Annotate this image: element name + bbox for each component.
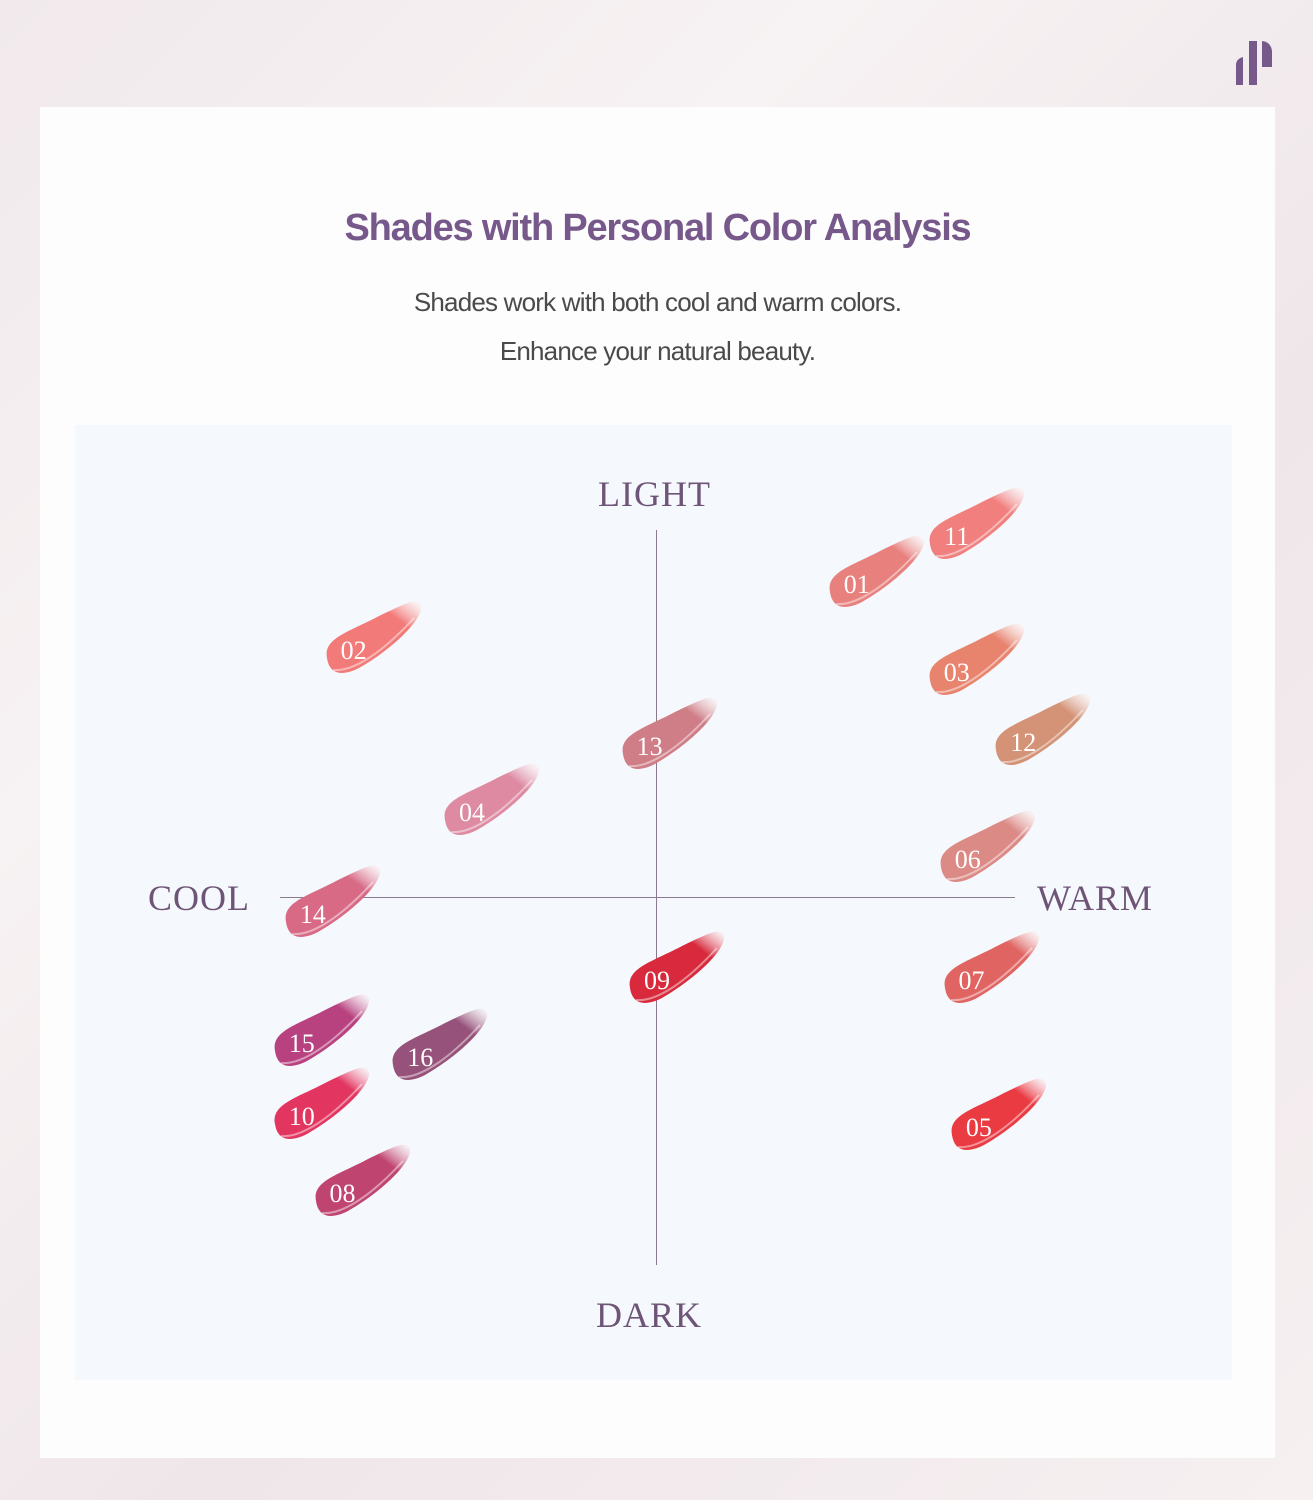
shade-swatch-06: 06 (933, 805, 1043, 895)
shade-number: 02 (340, 636, 367, 666)
page-title: Shades with Personal Color Analysis (344, 207, 971, 249)
shade-number: 08 (329, 1179, 356, 1209)
lip-swatch-shape (285, 865, 380, 938)
shade-swatch-12: 12 (988, 688, 1098, 778)
shade-number: 05 (965, 1113, 992, 1143)
lip-swatch-shape (315, 1144, 410, 1217)
subtitle-line-1: Shades work with both cool and warm colo… (413, 287, 902, 317)
shade-swatch-04: 04 (437, 758, 547, 848)
shade-number: 12 (1010, 727, 1037, 757)
lip-swatch-shape (274, 994, 369, 1066)
shade-swatch-13: 13 (615, 692, 725, 782)
subtitle-line-2: Enhance your natural beauty. (499, 336, 816, 366)
lip-swatch-shape (944, 931, 1039, 1004)
shade-swatch-11: 11 (922, 482, 1032, 572)
shade-swatch-07: 07 (937, 926, 1047, 1016)
lip-swatch-shape (392, 1008, 488, 1081)
axis-label-cool: COOL (148, 878, 250, 918)
shade-number: 07 (958, 966, 985, 996)
axis-label-light: LIGHT (598, 474, 711, 514)
lip-swatch-shape (622, 696, 717, 769)
axis-label-warm: WARM (1037, 878, 1154, 918)
lip-swatch-shape (629, 931, 725, 1004)
lip-swatch-shape (274, 1067, 369, 1140)
lip-swatch-shape (929, 487, 1024, 560)
shade-swatch-05: 05 (944, 1073, 1054, 1163)
lip-swatch-shape (829, 535, 924, 608)
color-map-panel (75, 425, 1232, 1380)
shade-number: 16 (407, 1043, 434, 1073)
lip-swatch-shape (995, 693, 1091, 765)
lip-swatch-shape (940, 810, 1035, 883)
shade-swatch-03: 03 (922, 618, 1032, 708)
shade-swatch-14: 14 (278, 860, 388, 950)
shade-number: 14 (299, 900, 326, 930)
axis-label-dark: DARK (596, 1295, 703, 1335)
shade-swatch-09: 09 (622, 926, 732, 1016)
shade-swatch-01: 01 (822, 530, 932, 620)
lip-swatch-shape (326, 601, 421, 674)
lip-swatch-shape (951, 1078, 1046, 1151)
shade-number: 01 (843, 570, 870, 600)
shade-swatch-08: 08 (308, 1139, 418, 1229)
shade-number: 09 (644, 966, 670, 996)
shade-swatch-15: 15 (267, 989, 377, 1079)
shade-number: 13 (636, 731, 663, 761)
shade-number: 06 (954, 845, 981, 875)
brand-logo-icon (1236, 41, 1272, 85)
shade-swatch-10: 10 (267, 1062, 377, 1152)
shade-swatch-02: 02 (319, 596, 429, 686)
horizontal-axis (280, 897, 1015, 898)
shade-number: 03 (943, 658, 970, 688)
shade-number: 10 (288, 1102, 315, 1132)
shade-number: 04 (459, 797, 485, 827)
lip-swatch-shape (929, 623, 1024, 696)
shade-number: 11 (944, 522, 970, 552)
shade-swatch-16: 16 (385, 1003, 495, 1093)
lip-swatch-shape (444, 763, 540, 835)
shade-number: 15 (288, 1028, 315, 1058)
